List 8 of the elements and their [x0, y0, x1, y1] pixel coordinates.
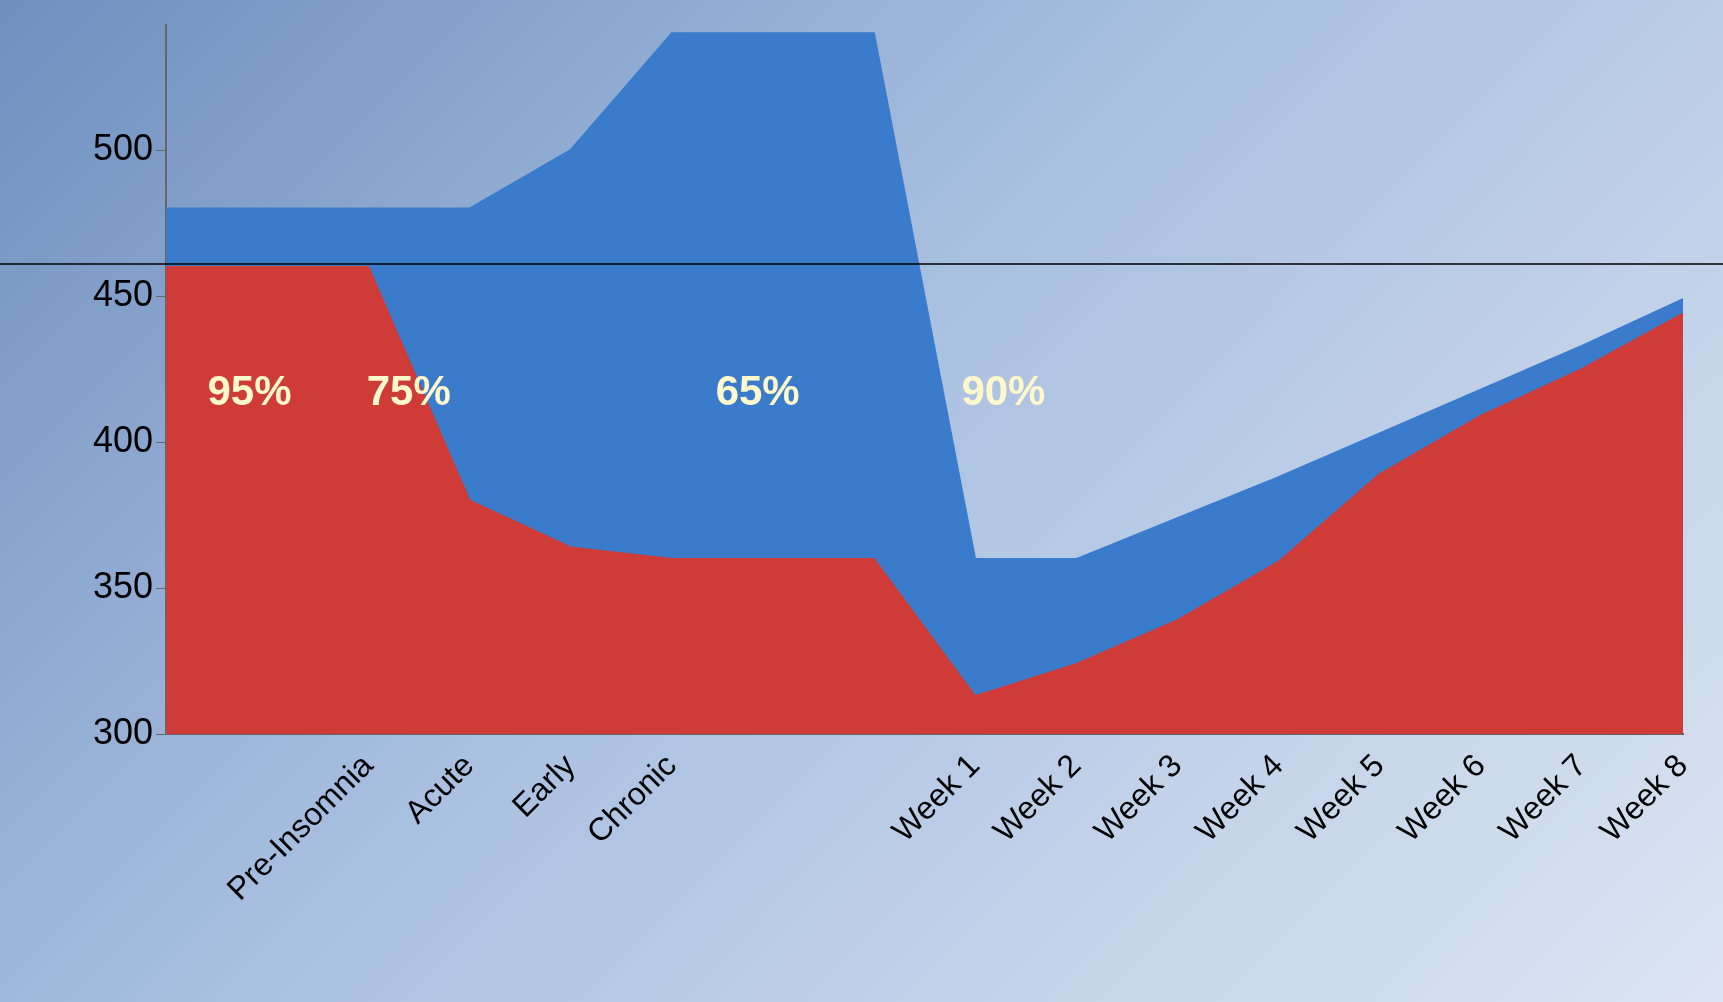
y-tick-label: 450	[92, 273, 154, 315]
annotation: 95%	[207, 367, 292, 415]
annotation: 65%	[715, 367, 800, 415]
y-tick-label: 400	[92, 419, 154, 461]
y-tick-label: 350	[92, 565, 154, 607]
y-tick-label: 500	[92, 127, 154, 169]
y-tick-label: 300	[92, 711, 154, 753]
annotation: 90%	[961, 367, 1046, 415]
